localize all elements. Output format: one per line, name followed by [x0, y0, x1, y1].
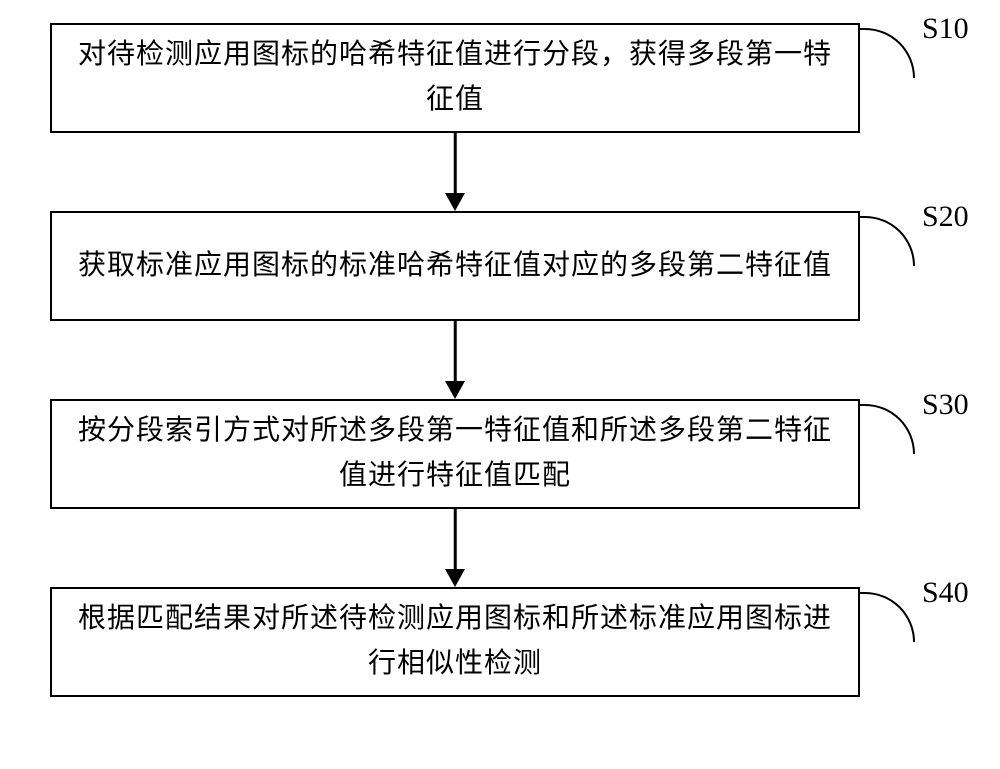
flowchart-canvas: 对待检测应用图标的哈希特征值进行分段，获得多段第一特征值 S10 获取标准应用图… [0, 0, 1000, 769]
arrow-head-icon [445, 569, 465, 587]
step-box-s40: 根据匹配结果对所述待检测应用图标和所述标准应用图标进行相似性检测 [50, 587, 860, 697]
label-connector [860, 404, 915, 454]
step-text: 根据匹配结果对所述待检测应用图标和所述标准应用图标进行相似性检测 [72, 597, 838, 687]
step-label-s40: S40 [922, 576, 969, 610]
arrow-head-icon [445, 381, 465, 399]
step-label-s20: S20 [922, 200, 969, 234]
label-connector [860, 216, 915, 266]
step-label-s30: S30 [922, 388, 969, 422]
label-connector [860, 28, 915, 78]
label-connector [860, 592, 915, 642]
arrow-line [454, 321, 457, 381]
arrow-head-icon [445, 193, 465, 211]
step-box-s30: 按分段索引方式对所述多段第一特征值和所述多段第二特征值进行特征值匹配 [50, 399, 860, 509]
step-box-s10: 对待检测应用图标的哈希特征值进行分段，获得多段第一特征值 [50, 23, 860, 133]
step-text: 对待检测应用图标的哈希特征值进行分段，获得多段第一特征值 [72, 33, 838, 123]
step-box-s20: 获取标准应用图标的标准哈希特征值对应的多段第二特征值 [50, 211, 860, 321]
step-text: 获取标准应用图标的标准哈希特征值对应的多段第二特征值 [78, 244, 832, 289]
step-label-s10: S10 [922, 12, 969, 46]
arrow-line [454, 509, 457, 569]
arrow-line [454, 133, 457, 193]
step-text: 按分段索引方式对所述多段第一特征值和所述多段第二特征值进行特征值匹配 [72, 409, 838, 499]
